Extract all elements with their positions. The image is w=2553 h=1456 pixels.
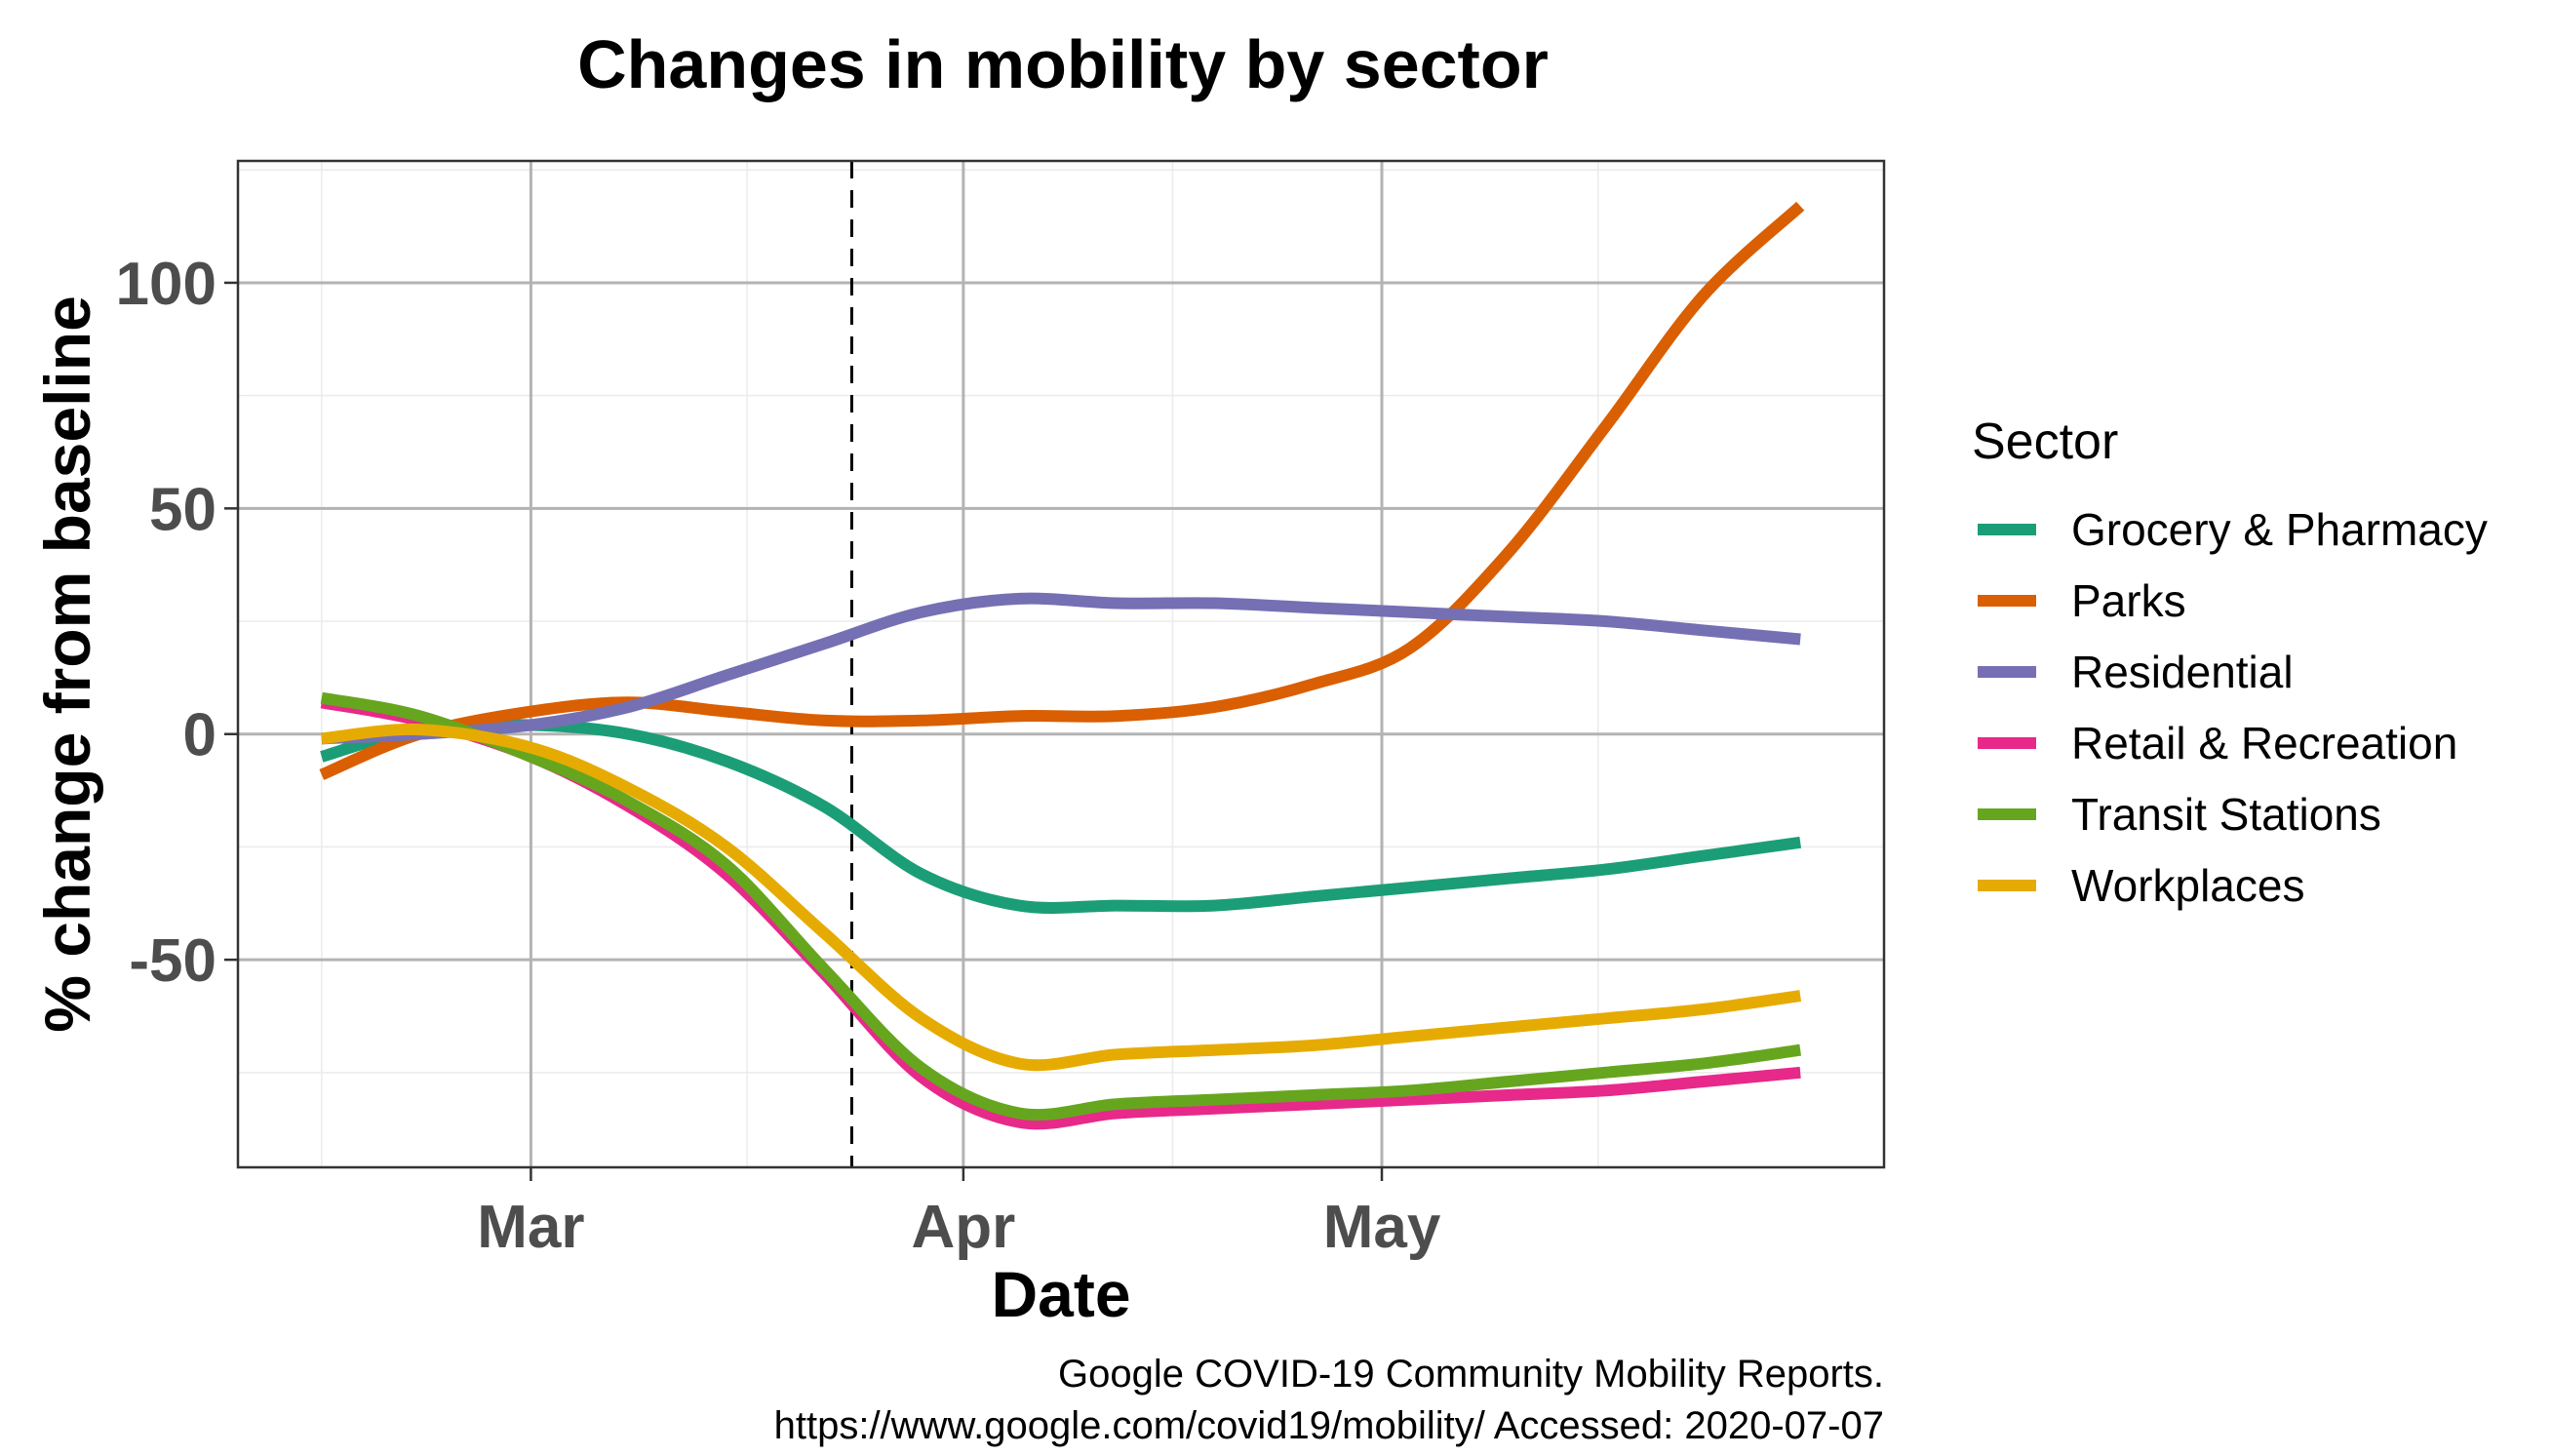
legend-label-transit-stations: Transit Stations [2071,789,2381,840]
series-line-grocery-pharmacy [320,719,1802,914]
legend: Sector Grocery & Pharmacy Parks Residentia… [1972,413,2488,911]
y-tick-label: 100 [116,251,216,318]
chart-title: Changes in mobility by sector [577,26,1549,102]
legend-label-workplaces: Workplaces [2071,860,2304,911]
x-tick-label: Apr [911,1194,1015,1261]
caption-line-1: Google COVID-19 Community Mobility Repor… [1058,1353,1884,1396]
series-line-transit-stations [320,691,1802,1122]
y-tick-label: -50 [129,927,216,995]
series-line-residential [321,592,1801,745]
x-tick-label: Mar [477,1194,584,1261]
y-tick-label: 0 [183,702,216,769]
y-axis: -50 0 50 100 [116,251,238,995]
grid [238,161,1884,1167]
legend-title: Sector [1972,413,2118,470]
legend-label-retail-recreation: Retail & Recreation [2071,718,2457,768]
legend-label-grocery-pharmacy: Grocery & Pharmacy [2071,504,2488,555]
caption-line-2: https://www.google.com/covid19/mobility/… [774,1404,1884,1447]
x-axis: Mar Apr May [477,1167,1441,1261]
legend-label-residential: Residential [2071,647,2294,697]
y-axis-title: % change from baseline [31,295,103,1033]
x-axis-title: Date [991,1258,1130,1330]
x-tick-label: May [1323,1194,1441,1261]
legend-label-parks: Parks [2071,575,2186,626]
series-line-parks [319,201,1805,780]
series-line-workplaces [321,723,1802,1072]
plot-panel-border [236,159,1886,1169]
y-tick-label: 50 [149,476,216,543]
series-layer [319,201,1805,1130]
